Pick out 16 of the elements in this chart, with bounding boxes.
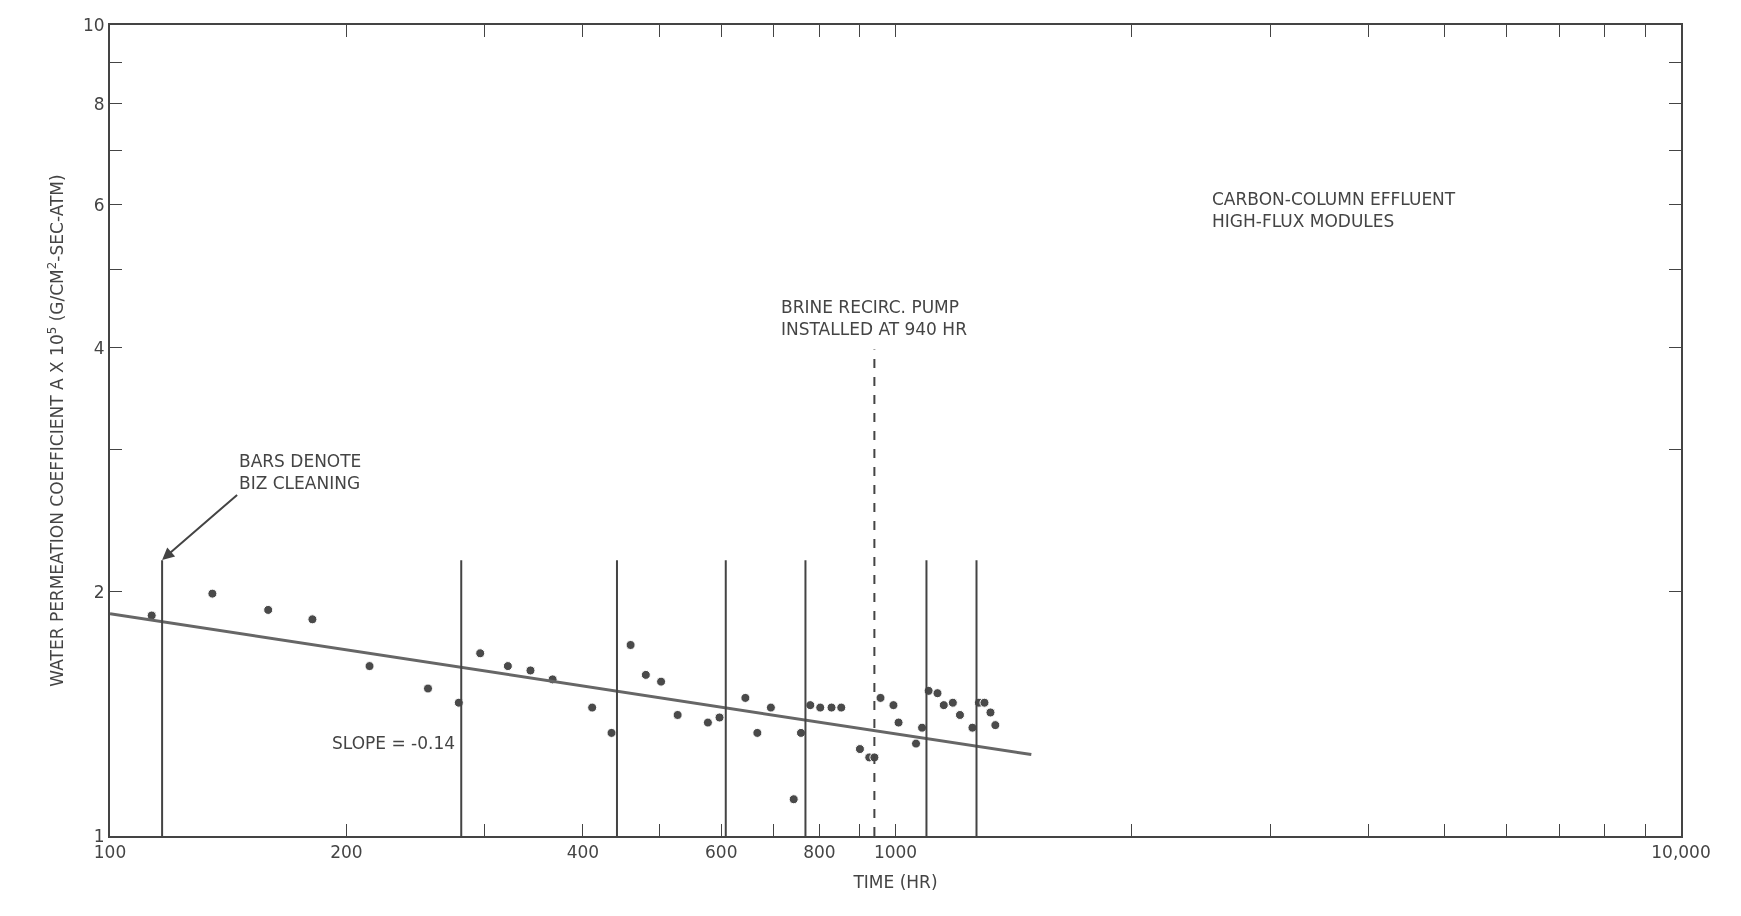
y-tick-label: 10 — [82, 14, 105, 35]
x-tick-label: 400 — [566, 842, 600, 863]
x-tick-label: 600 — [705, 842, 738, 863]
x-tick-label: 1000 — [873, 842, 918, 863]
y-tick-label: 6 — [93, 194, 105, 215]
ref-line-label: BRINE RECIRC. PUMP INSTALLED AT 940 HR — [781, 297, 968, 340]
y-tick-label: 2 — [93, 581, 105, 602]
y-tick-label: 8 — [93, 93, 105, 114]
annotation: BARS DENOTE BIZ CLEANING — [239, 451, 362, 494]
annotation: CARBON-COLUMN EFFLUENT HIGH-FLUX MODULES — [1212, 189, 1456, 232]
x-tick-label: 200 — [330, 842, 363, 863]
x-tick-label: 10,000 — [1651, 842, 1711, 863]
y-tick-label: 4 — [93, 337, 105, 358]
x-axis-title: TIME (HR) — [852, 872, 938, 893]
annotation: SLOPE = -0.14 — [332, 733, 456, 753]
x-tick-label: 800 — [803, 842, 836, 863]
